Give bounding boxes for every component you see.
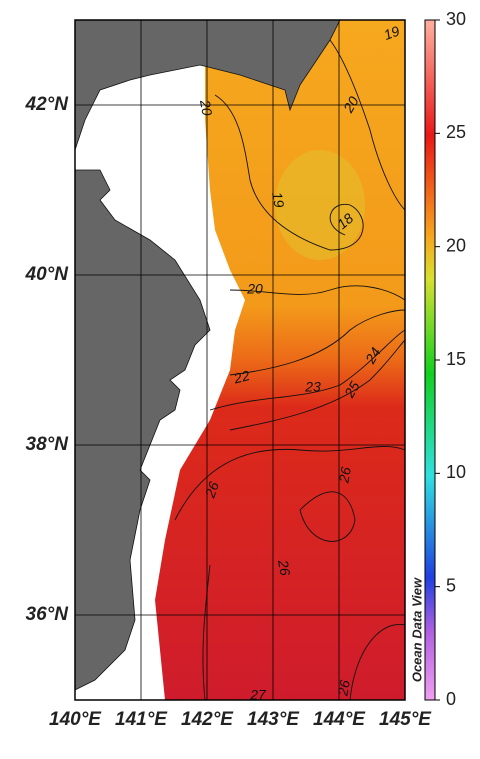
contour-label: 27	[249, 687, 267, 703]
colorbar-label: 30	[446, 9, 466, 29]
contour-label: 19	[382, 23, 402, 43]
colorbar-label: 0	[446, 689, 456, 709]
x-tick-label: 143°E	[247, 709, 300, 730]
contour-label: 20	[197, 98, 216, 117]
contours	[174, 39, 406, 701]
contour-label: 20	[246, 281, 263, 297]
x-tick-label: 144°E	[313, 709, 366, 730]
colorbar-label: 20	[446, 235, 466, 255]
contour-label: 22	[231, 367, 251, 387]
y-tick-label: 38°N	[26, 434, 70, 455]
contour-label: 26	[275, 558, 294, 577]
contour-label: 26	[334, 679, 353, 698]
contour-label: 26	[335, 466, 354, 485]
x-tick-label: 141°E	[115, 709, 168, 730]
y-tick-label: 40°N	[25, 264, 70, 285]
contour-label: 26	[201, 479, 222, 500]
colorbar-label: 15	[446, 349, 466, 369]
y-tick-label: 36°N	[26, 604, 70, 625]
contour-label: 24	[362, 344, 384, 367]
y-tick-label: 42°N	[25, 94, 70, 115]
contour-label: 19	[269, 191, 287, 209]
contour-label: 23	[304, 379, 321, 395]
cool-patch	[275, 150, 365, 260]
colorbar-label: 10	[446, 462, 466, 482]
x-tick-label: 140°E	[49, 709, 102, 730]
x-tick-label: 145°E	[379, 709, 432, 730]
contour-label: 25	[341, 378, 363, 401]
colorbar	[424, 19, 436, 701]
colorbar-label: 25	[446, 122, 466, 142]
watermark: Ocean Data View	[409, 577, 424, 682]
contour-label: 20	[340, 93, 362, 116]
colorbar-label: 5	[446, 575, 456, 595]
land	[74, 169, 211, 691]
ocean-field	[155, 20, 405, 700]
x-tick-label: 142°E	[181, 709, 234, 730]
